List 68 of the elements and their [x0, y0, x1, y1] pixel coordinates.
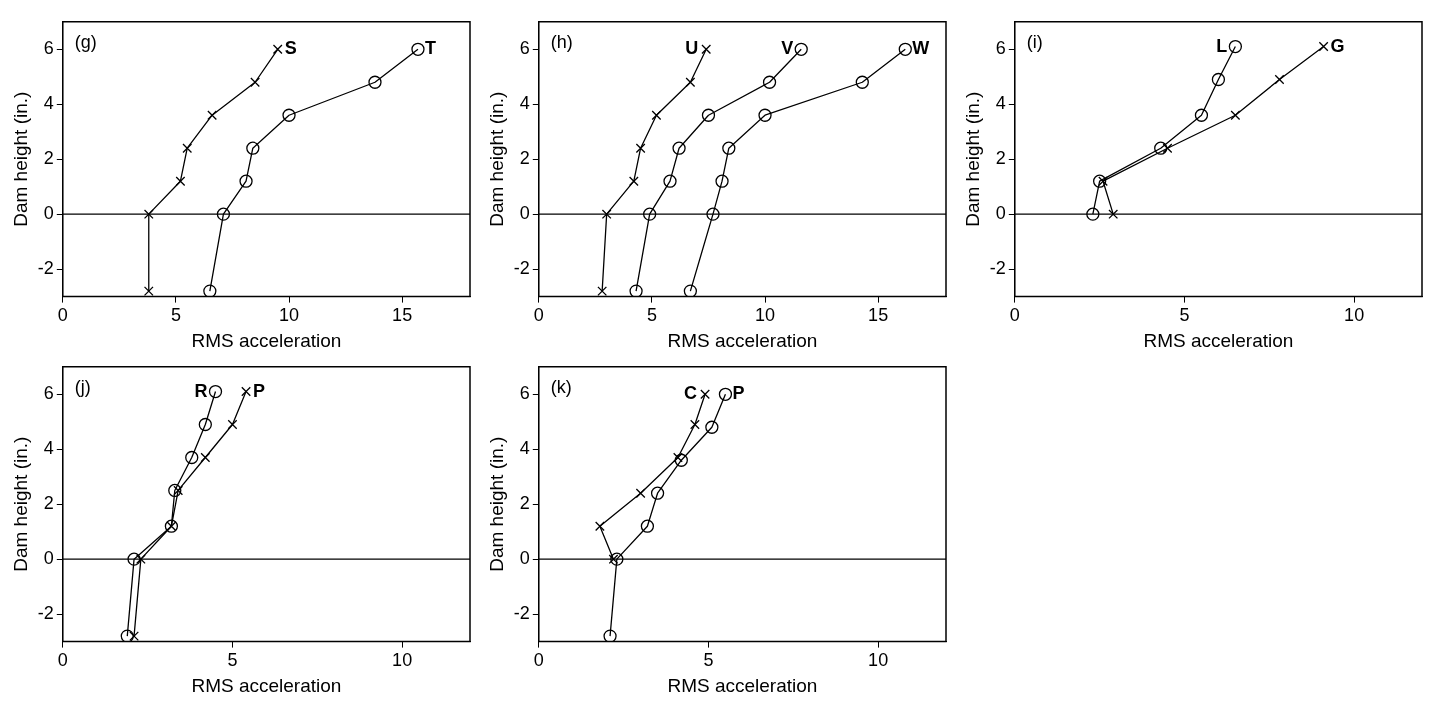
y-axis-title: Dam height (in.): [9, 436, 31, 572]
y-tick-label: 2: [519, 493, 530, 514]
y-tick-label: 0: [519, 548, 530, 569]
x-axis-title: RMS acceleration: [191, 329, 342, 351]
x-tick-label: 15: [868, 305, 889, 326]
y-tick-label: 2: [519, 148, 530, 169]
annotation: (j): [74, 376, 91, 397]
y-tick-label: -2: [513, 258, 530, 279]
series-label: P: [732, 383, 745, 404]
annotation: (i): [1026, 31, 1043, 52]
y-tick-label: 2: [995, 148, 1006, 169]
x-tick-label: 5: [170, 305, 181, 326]
y-axis-title: Dam height (in.): [485, 436, 507, 572]
y-tick-label: 0: [43, 548, 54, 569]
y-tick-label: 0: [43, 203, 54, 224]
x-axis-title: RMS acceleration: [667, 674, 818, 696]
series-label: L: [1216, 35, 1228, 56]
x-tick-label: 15: [392, 305, 413, 326]
y-axis-title: Dam height (in.): [485, 91, 507, 227]
x-tick-label: 10: [1344, 305, 1365, 326]
x-tick-label: 0: [57, 650, 68, 671]
y-tick-label: 4: [43, 438, 54, 459]
y-tick-label: 4: [519, 438, 530, 459]
y-tick-label: 4: [43, 93, 54, 114]
x-tick-label: 10: [392, 650, 413, 671]
x-tick-label: 0: [57, 305, 68, 326]
annotation: (g): [74, 31, 97, 52]
y-tick-label: 6: [43, 383, 54, 404]
series-label: W: [912, 38, 930, 59]
series-label: S: [284, 38, 297, 59]
x-tick-label: 0: [1009, 305, 1020, 326]
series-label: U: [685, 38, 699, 59]
x-tick-label: 5: [1179, 305, 1190, 326]
x-tick-label: 0: [533, 305, 544, 326]
x-tick-label: 10: [279, 305, 300, 326]
y-tick-label: 6: [519, 383, 530, 404]
annotation: (h): [550, 31, 573, 52]
y-tick-label: 6: [519, 38, 530, 59]
y-axis-title: Dam height (in.): [961, 91, 983, 227]
y-tick-label: 2: [43, 493, 54, 514]
x-tick-label: 5: [646, 305, 657, 326]
y-tick-label: -2: [513, 603, 530, 624]
x-axis-title: RMS acceleration: [191, 674, 342, 696]
y-tick-label: 4: [995, 93, 1006, 114]
y-tick-label: 4: [519, 93, 530, 114]
x-tick-label: 10: [755, 305, 776, 326]
y-axis-title: Dam height (in.): [9, 91, 31, 227]
x-tick-label: 5: [227, 650, 238, 671]
x-tick-label: 5: [703, 650, 714, 671]
series-label: G: [1330, 35, 1345, 56]
x-tick-label: 0: [533, 650, 544, 671]
series-label: R: [194, 380, 208, 401]
series-label: C: [684, 383, 698, 404]
y-tick-label: -2: [37, 258, 54, 279]
y-tick-label: 6: [43, 38, 54, 59]
annotation: (k): [550, 376, 572, 397]
y-tick-label: 2: [43, 148, 54, 169]
y-tick-label: -2: [37, 603, 54, 624]
y-tick-label: -2: [989, 258, 1006, 279]
x-axis-title: RMS acceleration: [1143, 329, 1294, 351]
y-tick-label: 0: [519, 203, 530, 224]
y-tick-label: 6: [995, 38, 1006, 59]
series-label: T: [424, 38, 436, 59]
y-tick-label: 0: [995, 203, 1006, 224]
series-label: P: [253, 380, 266, 401]
x-tick-label: 10: [868, 650, 889, 671]
x-axis-title: RMS acceleration: [667, 329, 818, 351]
series-label: V: [781, 38, 794, 59]
